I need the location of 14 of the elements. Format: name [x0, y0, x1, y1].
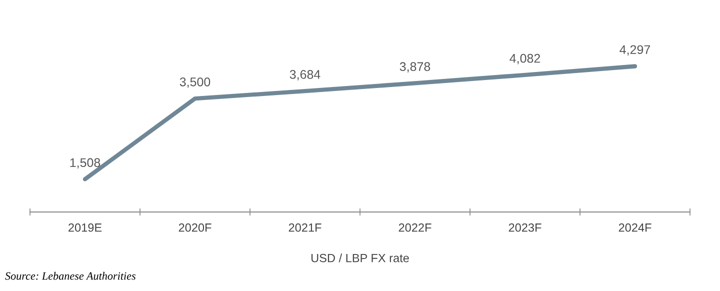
x-tick-label: 2020F: [178, 223, 212, 232]
x-tick-label: 2023F: [508, 223, 542, 232]
x-tick-label: 2022F: [398, 223, 432, 232]
source-note: Source: Lebanese Authorities: [5, 272, 136, 280]
data-label: 4,082: [510, 54, 540, 64]
data-label: 4,297: [620, 45, 650, 56]
data-label: 1,508: [70, 158, 100, 169]
x-tick-label: 2024F: [618, 223, 652, 232]
x-tick-label: 2019E: [68, 223, 102, 232]
data-label: 3,684: [290, 70, 320, 80]
data-label: 3,878: [400, 62, 430, 72]
data-label: 3,500: [180, 77, 210, 88]
x-tick-label: 2021F: [288, 223, 322, 232]
x-axis-title: USD / LBP FX rate: [311, 254, 409, 262]
